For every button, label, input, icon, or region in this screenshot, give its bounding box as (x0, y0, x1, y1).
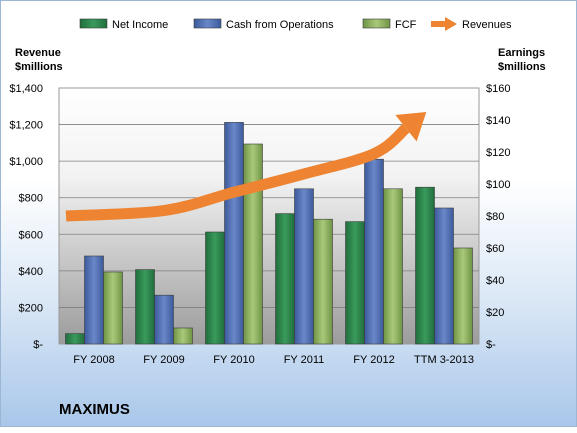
legend-label-fcf: FCF (395, 19, 417, 31)
bar-net-income (345, 221, 365, 345)
revenues-arrow-layer (65, 111, 427, 222)
right-tick-label: $100 (486, 179, 510, 191)
bar-cash-from-operations (364, 158, 384, 345)
bar-net-income (65, 333, 85, 345)
left-tick-label: $1,000 (9, 156, 43, 168)
left-axis-ticks: $- $200 $400 $600 $800 $1,000 $1,200 $1,400 (9, 83, 43, 351)
category-label: FY 2009 (143, 354, 184, 366)
bar-cash-from-operations (84, 255, 104, 345)
bar-net-income (415, 186, 435, 345)
left-tick-label: $1,400 (9, 83, 43, 95)
right-tick-label: $40 (486, 275, 504, 287)
legend-swatch-cash-from-operations (193, 18, 222, 29)
left-axis-title-line2: $millions (15, 61, 63, 73)
category-label: TTM 3-2013 (414, 354, 474, 366)
bar-cash-from-operations (294, 188, 314, 345)
category-label: FY 2012 (353, 354, 394, 366)
left-axis-title-line1: Revenue (15, 47, 61, 59)
right-tick-label: $- (486, 339, 496, 351)
right-tick-label: $140 (486, 115, 510, 127)
bar-cash-from-operations (154, 294, 174, 345)
legend-swatch-fcf (362, 18, 391, 29)
bar-net-income (135, 269, 155, 345)
right-tick-label: $160 (486, 83, 510, 95)
category-label: FY 2011 (284, 354, 325, 366)
left-tick-label: $800 (19, 193, 43, 205)
right-axis-title-line2: $millions (498, 61, 546, 73)
category-labels: FY 2008 FY 2009 FY 2010 FY 2011 FY 2012 TTM 3… (73, 354, 474, 366)
bar-net-income (205, 231, 225, 345)
legend-swatch-head-revenues (445, 17, 457, 31)
bar-net-income (275, 213, 295, 345)
legend-label-revenues: Revenues (462, 19, 512, 31)
legend-label-net-income: Net Income (112, 19, 168, 31)
right-tick-label: $80 (486, 211, 504, 223)
legend-swatch-net-income (79, 18, 108, 29)
category-label: FY 2008 (73, 354, 114, 366)
bar-cash-from-operations (434, 207, 454, 345)
bar-fcf (173, 327, 193, 345)
revenues-arrowhead (395, 111, 427, 142)
bar-fcf (313, 218, 333, 345)
right-axis-ticks: $- $20 $40 $60 $80 $100 $120 $140 $160 (486, 83, 510, 351)
left-tick-label: $1,200 (9, 120, 43, 132)
left-tick-label: $600 (19, 229, 43, 241)
left-tick-label: $200 (19, 302, 43, 314)
bar-cash-from-operations (224, 122, 244, 345)
left-tick-label: $- (33, 339, 43, 351)
category-label: FY 2010 (213, 354, 254, 366)
left-tick-label: $400 (19, 266, 43, 278)
company-name: MAXIMUS (59, 401, 130, 418)
bar-fcf (103, 271, 123, 345)
revenues-arrow-line (65, 123, 410, 222)
legend: Net Income Cash from Operations FCF Revenue… (79, 17, 512, 31)
bar-fcf (243, 143, 263, 345)
right-tick-label: $60 (486, 243, 504, 255)
bar-fcf (383, 188, 403, 345)
right-tick-label: $120 (486, 147, 510, 159)
legend-label-cash-from-operations: Cash from Operations (226, 19, 334, 31)
right-axis-title-line1: Earnings (498, 47, 545, 59)
bar-fcf (453, 247, 473, 345)
right-tick-label: $20 (486, 307, 504, 319)
